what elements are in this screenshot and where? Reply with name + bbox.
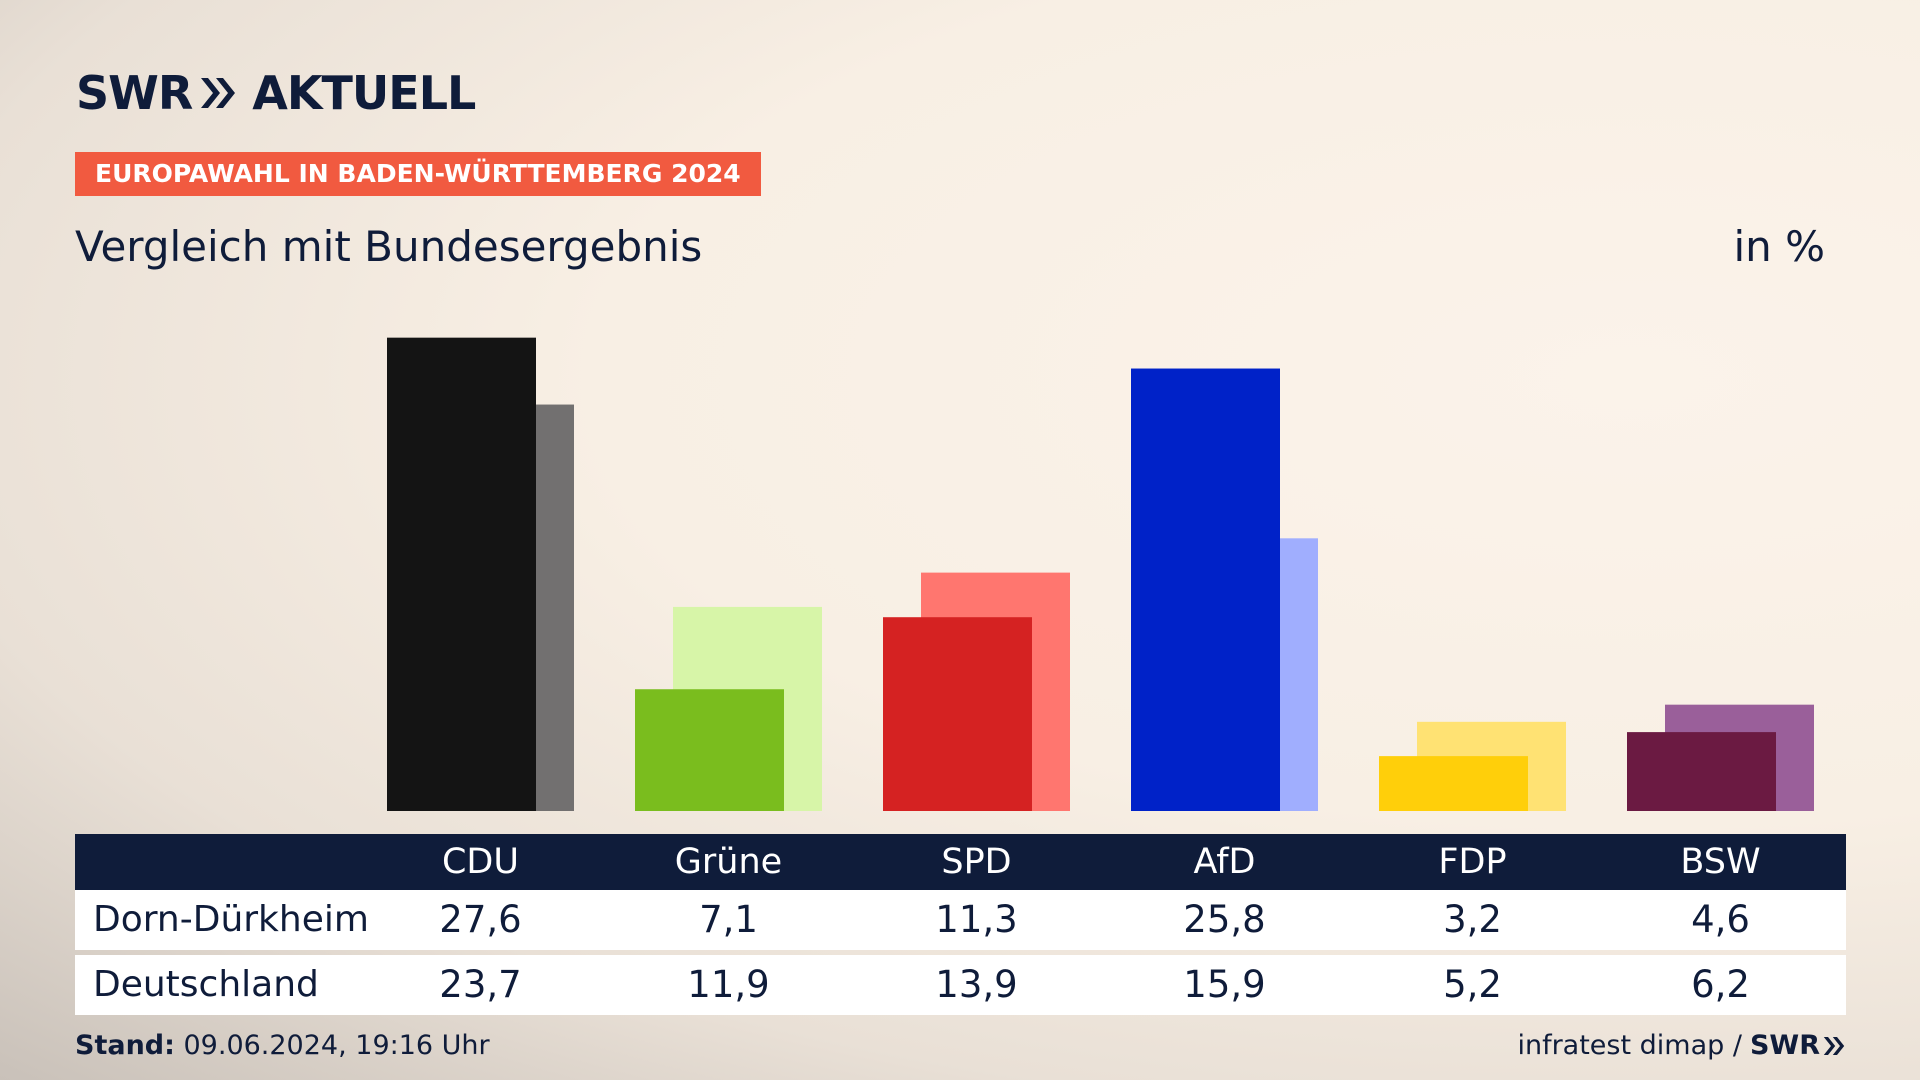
chart-subtitle: Vergleich mit Bundesergebnis: [75, 222, 703, 271]
table-cell-bsw: 6,2: [1691, 963, 1750, 1006]
source-text: infratest dimap /: [1517, 1030, 1742, 1061]
bar-bsw-dorn-duerkheim: [1627, 732, 1776, 811]
table-header-afd: AfD: [1193, 842, 1256, 882]
results-table: CDU Grüne SPD AfD FDP BSW Dorn-Dürkheim 27,6 7…: [75, 834, 1846, 1015]
stand-value: 09.06.2024, 19:16 Uhr: [174, 1030, 490, 1061]
table-header-bsw: BSW: [1680, 842, 1761, 882]
table-cell-afd: 25,8: [1183, 898, 1266, 941]
table-cell-gruene: 11,9: [687, 963, 770, 1006]
bar-chart: [387, 337, 1814, 811]
row-label: Deutschland: [93, 964, 319, 1005]
bar-spd-dorn-duerkheim: [883, 617, 1032, 811]
table-header-gruene: Grüne: [674, 842, 783, 882]
stand-label: Stand:: [75, 1030, 175, 1061]
table-cell-fdp: 5,2: [1443, 963, 1502, 1006]
timestamp: Stand: 09.06.2024, 19:16 Uhr: [75, 1030, 490, 1061]
bar-fdp-dorn-duerkheim: [1379, 756, 1528, 811]
footer-swr-logo: SWR: [1750, 1030, 1846, 1061]
footer-logo-text: SWR: [1749, 1030, 1820, 1061]
table-header-spd: SPD: [941, 842, 1012, 882]
swr-aktuell-logo: SWR AKTUELL: [76, 66, 476, 120]
table-cell-fdp: 3,2: [1443, 898, 1502, 941]
unit-label: in %: [1733, 222, 1825, 271]
table-cell-cdu: 27,6: [439, 898, 522, 941]
chevron-double-icon: [201, 78, 236, 108]
table-cell-cdu: 23,7: [439, 963, 522, 1006]
election-badge: EUROPAWAHL IN BADEN-WÜRTTEMBERG 2024: [75, 152, 761, 196]
table-cell-spd: 11,3: [935, 898, 1018, 941]
bar-afd-dorn-duerkheim: [1131, 368, 1280, 811]
table-cell-spd: 13,9: [935, 963, 1018, 1006]
chevron-double-icon: [1823, 1036, 1845, 1055]
table-header-cdu: CDU: [441, 842, 519, 882]
table-cell-afd: 15,9: [1183, 963, 1266, 1006]
table-cell-bsw: 4,6: [1691, 898, 1750, 941]
bar-cdu-dorn-duerkheim: [387, 337, 536, 811]
table-row: Deutschland 23,7 11,9 13,9 15,9 5,2 6,2: [75, 955, 1846, 1015]
row-label: Dorn-Dürkheim: [93, 899, 369, 940]
source-credit: infratest dimap / SWR: [1517, 1030, 1846, 1061]
table-row: Dorn-Dürkheim 27,6 7,1 11,3 25,8 3,2 4,6: [75, 890, 1846, 950]
bar-gruene-dorn-duerkheim: [635, 689, 784, 811]
table-cell-gruene: 7,1: [699, 898, 758, 941]
table-header-fdp: FDP: [1438, 842, 1507, 882]
logo-swr-text: SWR: [76, 66, 193, 120]
logo-aktuell-text: AKTUELL: [252, 66, 476, 120]
table-header: CDU Grüne SPD AfD FDP BSW: [75, 834, 1846, 890]
